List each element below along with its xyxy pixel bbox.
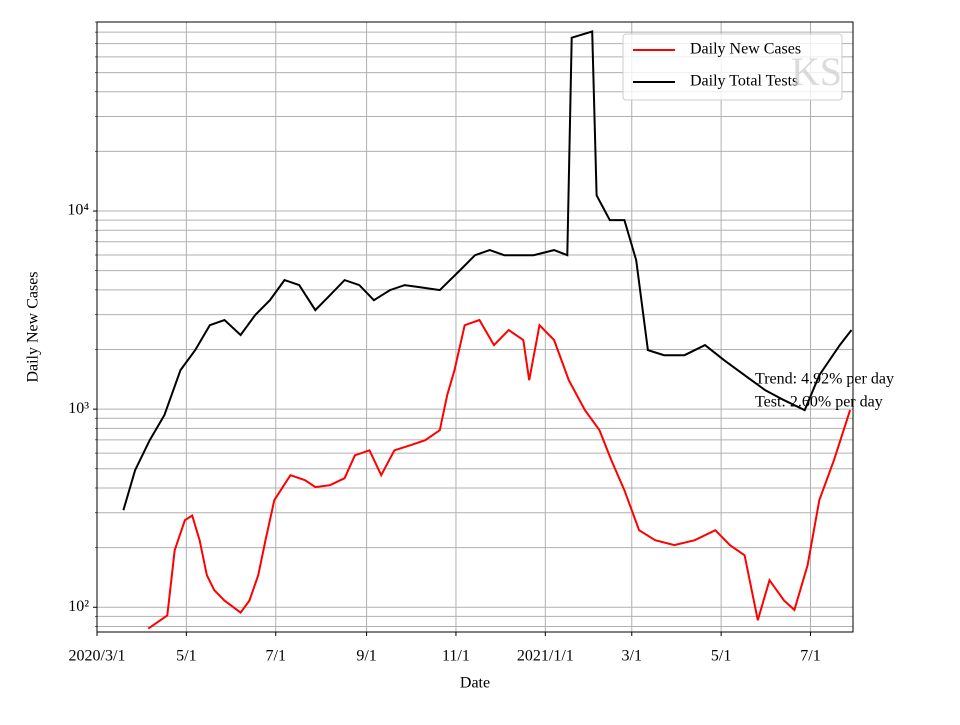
annotation: Test: 2.60% per day: [755, 394, 883, 411]
legend-box: [622, 33, 843, 101]
x-tick-label: 7/1: [266, 648, 286, 665]
data-line: [122, 30, 853, 511]
x-tick-label: 2021/1/1: [517, 648, 574, 665]
legend-label: Daily Total Tests: [690, 73, 798, 90]
y-tick-label: 10²: [68, 598, 89, 615]
legend-label: Daily New Cases: [690, 41, 801, 58]
plot-frame: [96, 21, 854, 633]
x-tick-label: 2020/3/1: [69, 648, 126, 665]
x-tick-label: 3/1: [622, 648, 642, 665]
x-tick-label: 7/1: [800, 648, 820, 665]
x-tick-label: 5/1: [176, 648, 196, 665]
data-line: [147, 318, 852, 630]
y-axis-label: Daily New Cases: [25, 271, 42, 382]
x-tick-label: 11/1: [442, 648, 470, 665]
watermark: KS: [791, 49, 842, 94]
x-tick-label: 9/1: [356, 648, 376, 665]
x-axis-label: Date: [460, 675, 490, 692]
annotation: Trend: 4.92% per day: [755, 371, 894, 388]
y-tick-label: 10³: [68, 400, 89, 417]
x-tick-label: 5/1: [711, 648, 731, 665]
y-tick-label: 10⁴: [67, 202, 89, 219]
